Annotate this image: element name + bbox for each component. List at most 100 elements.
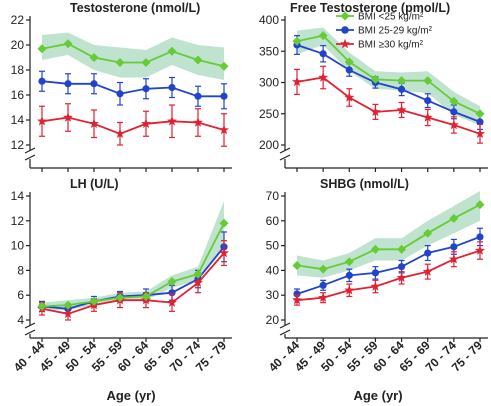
- data-point: [193, 269, 203, 279]
- data-point: [63, 308, 73, 319]
- data-point: [397, 76, 407, 86]
- data-point: [370, 106, 381, 117]
- series-bmi-25-29: [38, 70, 228, 110]
- data-point: [424, 97, 432, 105]
- data-point: [63, 39, 73, 49]
- data-point: [396, 272, 407, 283]
- data-point: [424, 249, 432, 257]
- data-point: [450, 243, 458, 251]
- data-point: [219, 247, 229, 258]
- series-bmi-ge30: [37, 240, 229, 321]
- data-point: [319, 281, 327, 289]
- data-point: [115, 293, 125, 303]
- panel-title: Testosterone (nmol/L): [70, 1, 200, 15]
- y-tick-label: 20: [266, 313, 280, 327]
- series-bmi-ge30: [37, 103, 229, 147]
- data-point: [168, 83, 176, 92]
- y-tick-label: 300: [259, 76, 279, 90]
- y-tick-label: 14: [11, 113, 25, 127]
- data-point: [167, 297, 177, 307]
- data-point: [449, 96, 459, 106]
- legend-label-bmi-25-29: BMI 25-29 kg/m²: [358, 26, 433, 37]
- data-point: [397, 244, 407, 254]
- series-bmi-ge30: [292, 65, 485, 144]
- y-tick-label: 200: [259, 138, 279, 152]
- y-tick-label: 4: [17, 313, 24, 327]
- legend-entry-bmi-ge30: BMI ≥30 kg/m²: [336, 38, 424, 51]
- data-point: [370, 74, 380, 84]
- data-point: [318, 292, 329, 302]
- data-point: [292, 294, 302, 305]
- data-point: [422, 266, 433, 276]
- legend-label-bmi-lt25: BMI <25 kg/m²: [358, 12, 424, 23]
- data-point: [449, 213, 459, 223]
- data-point: [193, 117, 203, 127]
- data-point: [344, 285, 355, 295]
- data-point: [448, 254, 459, 264]
- axis-break-mark: [24, 322, 36, 329]
- y-tick-label: 8: [17, 263, 24, 277]
- data-point: [450, 108, 458, 116]
- data-point: [370, 244, 380, 254]
- series-line: [41, 42, 225, 68]
- data-point: [89, 53, 99, 62]
- x-axis-label-right: Age (yr): [353, 388, 402, 403]
- series-bmi-lt25: [37, 218, 229, 311]
- data-point: [292, 76, 302, 87]
- series-bmi-lt25: [292, 31, 485, 119]
- axis-break-mark: [279, 154, 291, 161]
- y-tick-label: 18: [11, 63, 25, 77]
- axis-break-mark: [279, 322, 291, 329]
- legend-label-bmi-ge30: BMI ≥30 kg/m²: [358, 40, 424, 51]
- series-line: [41, 116, 225, 135]
- y-tick-label: 16: [11, 88, 25, 102]
- y-tick-label: 10: [11, 239, 25, 253]
- legend-marker-bmi-25-29: [341, 26, 349, 34]
- y-tick-label: 20: [11, 38, 25, 52]
- data-point: [167, 277, 177, 287]
- y-tick-label: 400: [259, 13, 279, 27]
- axes: [279, 16, 488, 172]
- data-point: [448, 119, 459, 130]
- y-tick-label: 30: [266, 288, 280, 302]
- axis-break-mark: [24, 329, 36, 336]
- data-point: [397, 263, 406, 271]
- data-point: [219, 218, 229, 228]
- data-point: [345, 271, 353, 279]
- data-point: [475, 200, 485, 210]
- data-point: [167, 116, 177, 126]
- axis-break-mark: [24, 147, 36, 154]
- series-line: [296, 44, 481, 123]
- data-point: [37, 116, 47, 126]
- confidence-band: [297, 27, 480, 125]
- axes: [279, 192, 488, 342]
- axes: [24, 16, 232, 172]
- legend-marker-bmi-lt25: [340, 11, 350, 21]
- data-point: [194, 92, 202, 100]
- data-point: [64, 80, 72, 88]
- series-line: [41, 222, 225, 308]
- data-point: [90, 80, 98, 88]
- panel-title: SHBG (nmol/L): [320, 177, 409, 191]
- series-line: [296, 236, 481, 295]
- x-axis-label-left: Age (yr): [106, 388, 155, 403]
- data-point: [63, 300, 73, 310]
- data-point: [141, 291, 151, 301]
- data-point: [423, 76, 433, 86]
- legend-entry-bmi-25-29: BMI 25-29 kg/m²: [336, 26, 433, 37]
- data-point: [292, 260, 302, 270]
- data-point: [38, 77, 46, 85]
- data-point: [89, 296, 99, 306]
- series-bmi-ge30: [292, 241, 485, 306]
- legend: BMI <25 kg/m² BMI 25-29 kg/m² BMI ≥30 kg…: [336, 11, 433, 51]
- confidence-band: [42, 201, 224, 311]
- data-point: [37, 301, 47, 311]
- axis-break-mark: [24, 154, 36, 161]
- data-point: [219, 61, 229, 71]
- data-point: [89, 118, 99, 128]
- data-point: [142, 85, 150, 93]
- data-point: [220, 92, 228, 100]
- y-tick-label: 22: [11, 13, 25, 27]
